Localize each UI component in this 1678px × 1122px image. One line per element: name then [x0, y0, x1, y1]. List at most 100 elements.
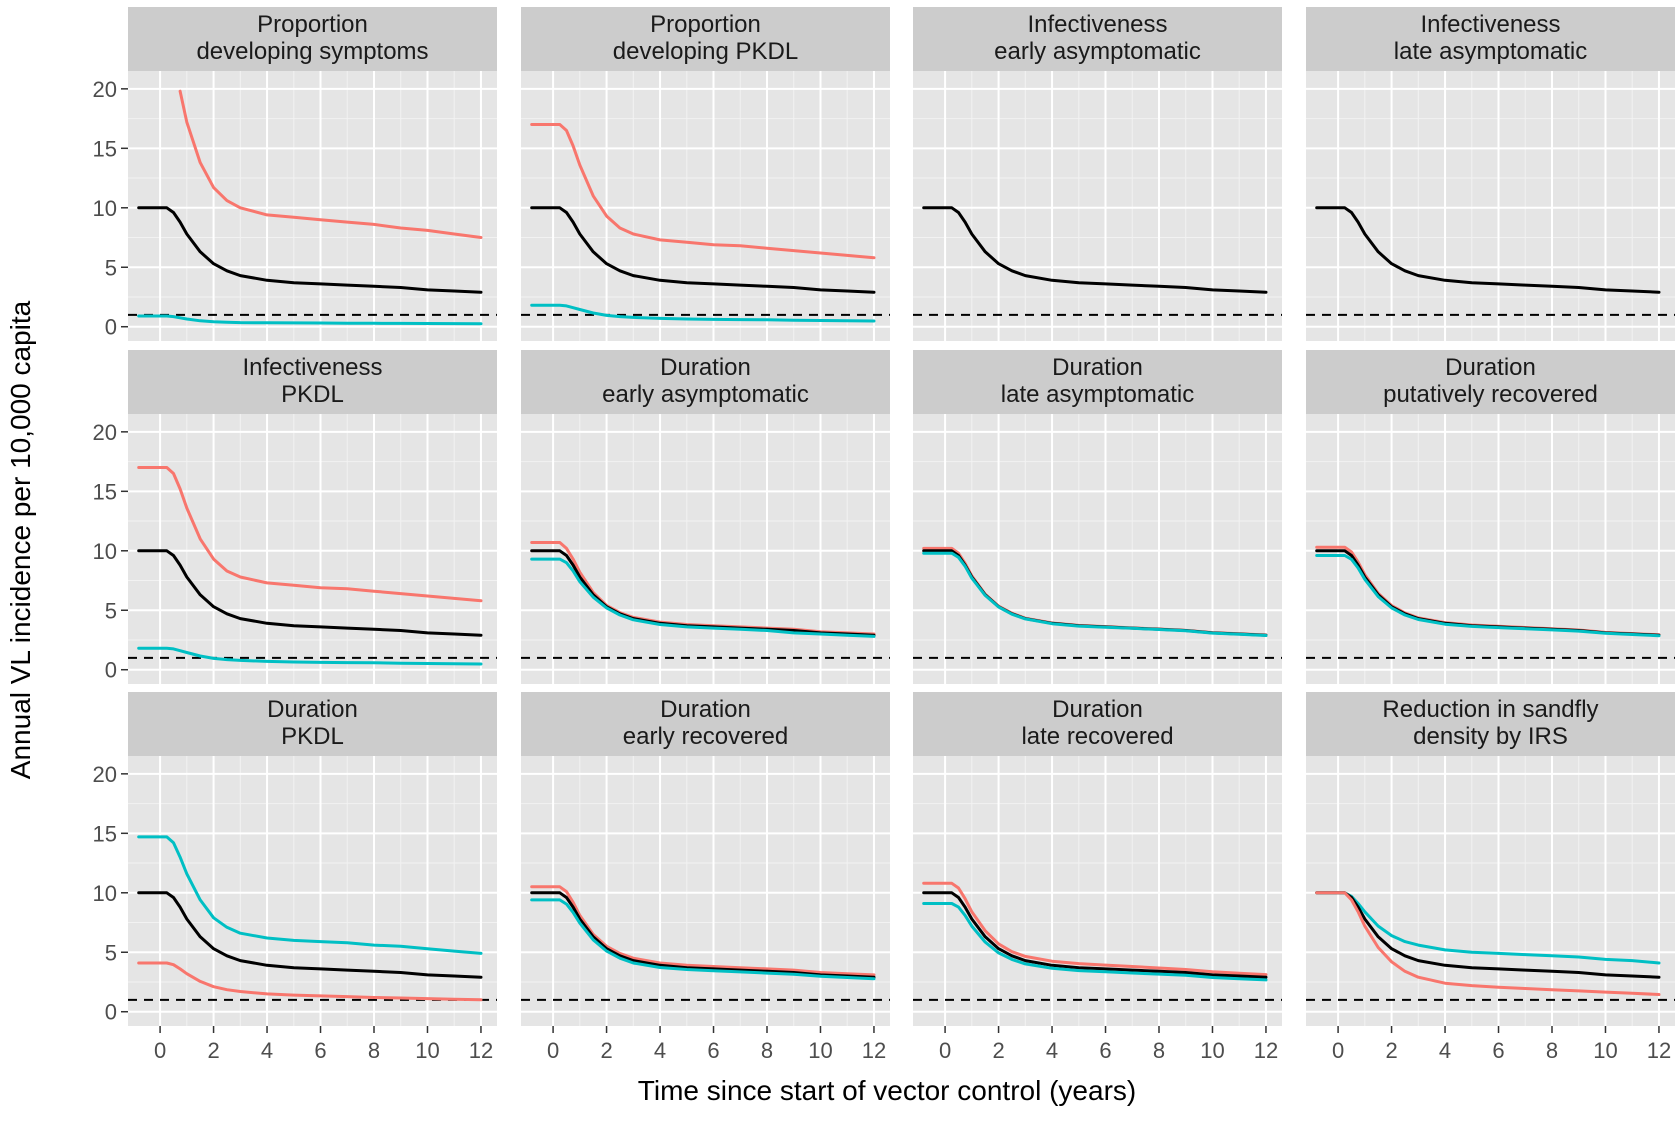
x-tick-label: 8	[368, 1038, 380, 1063]
facet-title-line: Duration	[1445, 354, 1536, 381]
series-line-series_b	[530, 898, 876, 981]
x-tick-label: 12	[1254, 1038, 1278, 1063]
x-tick-label: 4	[261, 1038, 273, 1063]
series-line-series_a	[178, 89, 483, 239]
series-line-series_a	[137, 466, 483, 603]
series-line-baseline	[922, 206, 1268, 294]
facet-title-line: Infectiveness	[1420, 11, 1560, 38]
facet-title-line: Duration	[660, 354, 751, 381]
y-tick-label: 15	[93, 821, 117, 846]
plot-background	[1306, 756, 1675, 1026]
x-tick-label: 2	[1385, 1038, 1397, 1063]
x-tick-label: 8	[1546, 1038, 1558, 1063]
y-tick-label: 0	[105, 1000, 117, 1025]
y-tick-label: 5	[105, 255, 117, 280]
facet-strip	[913, 692, 1282, 756]
y-tick-label: 10	[93, 881, 117, 906]
facet-strip	[128, 692, 497, 756]
facet-title-line: Duration	[1052, 696, 1143, 723]
plot-background	[128, 414, 497, 684]
x-tick-label: 10	[1593, 1038, 1617, 1063]
x-tick-label: 12	[1647, 1038, 1671, 1063]
facet-strip	[913, 350, 1282, 414]
y-tick-label: 15	[93, 479, 117, 504]
y-tick-label: 20	[93, 77, 117, 102]
facet-title-line: early recovered	[623, 723, 788, 750]
series-line-series_b	[137, 835, 483, 955]
facet-strip	[1306, 350, 1675, 414]
series-line-series_b	[530, 557, 876, 638]
series-line-series_a	[137, 961, 483, 1002]
facet-title-line: PKDL	[281, 723, 344, 750]
plot-background	[521, 414, 890, 684]
series-line-series_b	[922, 902, 1268, 982]
facet-title-line: PKDL	[281, 381, 344, 408]
x-tick-label: 6	[1492, 1038, 1504, 1063]
y-tick-label: 0	[105, 315, 117, 340]
series-line-series_a	[922, 881, 1268, 977]
x-tick-label: 10	[415, 1038, 439, 1063]
facet-title-line: Duration	[267, 696, 358, 723]
facet-title-line: Infectiveness	[242, 354, 382, 381]
series-line-series_b	[137, 646, 483, 666]
facet-strip	[521, 350, 890, 414]
facet-strip	[1306, 7, 1675, 71]
x-tick-label: 12	[469, 1038, 493, 1063]
x-axis-title: Time since start of vector control (year…	[638, 1075, 1136, 1106]
plot-background	[1306, 71, 1675, 341]
series-line-series_b	[530, 303, 876, 323]
facet-strip	[521, 7, 890, 71]
y-tick-label: 20	[93, 762, 117, 787]
x-tick-label: 6	[314, 1038, 326, 1063]
facet-strip	[521, 692, 890, 756]
series-line-baseline	[530, 206, 876, 294]
series-line-baseline	[137, 891, 483, 979]
plot-background	[913, 756, 1282, 1026]
facet-strip	[128, 350, 497, 414]
facet-title-line: Infectiveness	[1027, 11, 1167, 38]
x-tick-label: 10	[808, 1038, 832, 1063]
facet-strip	[913, 7, 1282, 71]
series-line-series_a	[1315, 891, 1661, 996]
x-tick-label: 10	[1200, 1038, 1224, 1063]
x-tick-label: 2	[992, 1038, 1004, 1063]
plot-background	[128, 71, 497, 341]
x-tick-label: 8	[761, 1038, 773, 1063]
x-tick-label: 2	[207, 1038, 219, 1063]
facet-title-line: late asymptomatic	[1001, 381, 1194, 408]
series-line-baseline	[137, 206, 483, 294]
x-tick-label: 4	[654, 1038, 666, 1063]
x-tick-label: 4	[1046, 1038, 1058, 1063]
x-tick-label: 8	[1153, 1038, 1165, 1063]
plot-background	[913, 71, 1282, 341]
x-tick-label: 0	[547, 1038, 559, 1063]
plot-background	[128, 756, 497, 1026]
series-line-baseline	[922, 891, 1268, 979]
y-tick-label: 5	[105, 598, 117, 623]
x-tick-label: 6	[1099, 1038, 1111, 1063]
facet-title-line: density by IRS	[1413, 723, 1568, 750]
facet-title-line: Duration	[1052, 354, 1143, 381]
facet-title-line: Duration	[660, 696, 751, 723]
facet-title-line: developing symptoms	[196, 38, 428, 65]
y-axis-title: Annual VL incidence per 10,000 capita	[5, 300, 36, 779]
x-tick-label: 0	[1332, 1038, 1344, 1063]
y-tick-label: 10	[93, 196, 117, 221]
y-tick-label: 20	[93, 420, 117, 445]
facet-strip	[1306, 692, 1675, 756]
plot-background	[913, 414, 1282, 684]
plot-background	[1306, 414, 1675, 684]
x-tick-label: 4	[1439, 1038, 1451, 1063]
